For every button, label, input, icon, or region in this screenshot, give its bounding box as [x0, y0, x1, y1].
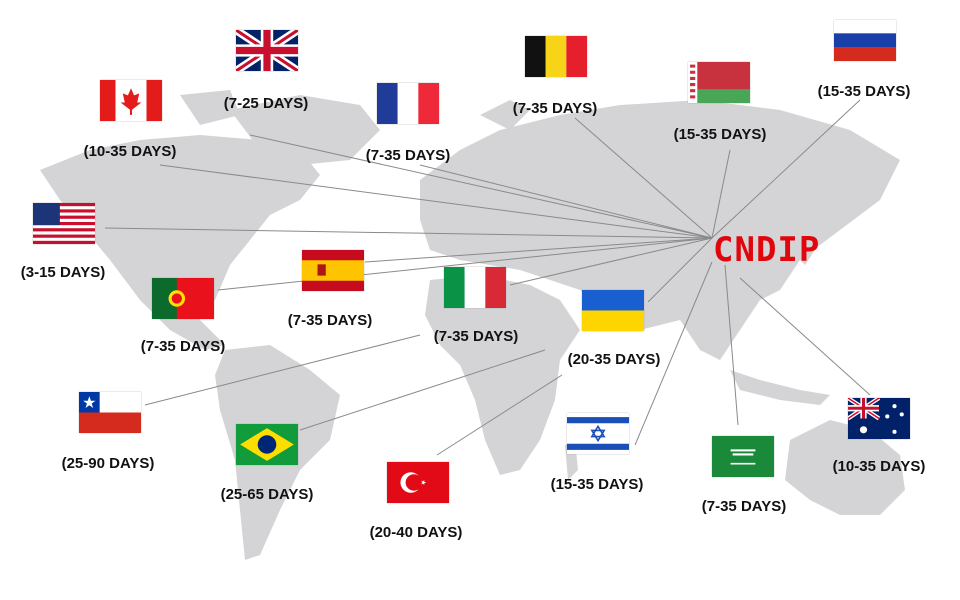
days-label: (25-90 DAYS) — [61, 455, 155, 472]
days-label: (20-40 DAYS) — [369, 524, 463, 541]
days-label: (10-35 DAYS) — [832, 458, 926, 475]
days-label: (15-35 DAYS) — [550, 476, 644, 493]
france-flag-icon — [377, 83, 439, 124]
belgium-flag-icon — [525, 36, 587, 77]
days-label: (7-35 DAYS) — [140, 338, 226, 355]
route-lines — [104, 99, 871, 456]
days-label: (20-35 DAYS) — [567, 351, 661, 368]
italy-flag-icon — [444, 267, 506, 308]
days-label: (15-35 DAYS) — [817, 83, 911, 100]
days-label: (7-35 DAYS) — [512, 100, 598, 117]
days-label: (7-35 DAYS) — [433, 328, 519, 345]
australia-flag-icon — [848, 398, 910, 439]
usa-flag-icon — [33, 203, 95, 244]
belarus-flag-icon — [688, 62, 750, 103]
israel-flag-icon — [567, 413, 629, 454]
days-label: (10-35 DAYS) — [83, 143, 177, 160]
brazil-flag-icon — [236, 424, 298, 465]
canada-flag-icon — [100, 80, 162, 121]
days-label: (7-35 DAYS) — [287, 312, 373, 329]
days-label: (7-35 DAYS) — [365, 147, 451, 164]
uk-flag-icon — [236, 30, 298, 71]
ukraine-flag-icon — [582, 290, 644, 331]
spain-flag-icon — [302, 250, 364, 291]
days-label: (15-35 DAYS) — [673, 126, 767, 143]
portugal-flag-icon — [152, 278, 214, 319]
hub-label: CNDIP — [713, 230, 821, 270]
days-label: (7-25 DAYS) — [223, 95, 309, 112]
days-label: (25-65 DAYS) — [220, 486, 314, 503]
russia-flag-icon — [834, 20, 896, 61]
days-label: (3-15 DAYS) — [20, 264, 106, 281]
days-label: (7-35 DAYS) — [701, 498, 787, 515]
chile-flag-icon — [79, 392, 141, 433]
turkey-flag-icon — [387, 462, 449, 503]
saudi-flag-icon — [712, 436, 774, 477]
